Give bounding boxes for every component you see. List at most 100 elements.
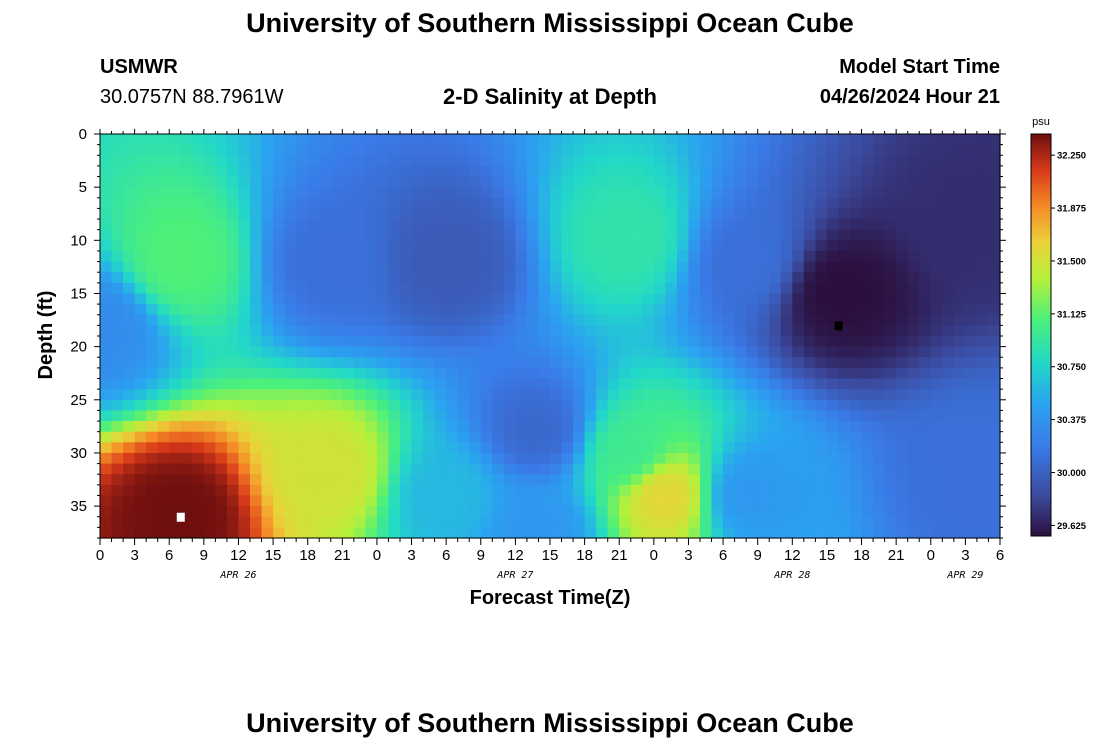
heatmap-cell xyxy=(700,346,713,358)
heatmap-cell xyxy=(111,240,124,252)
heatmap-cell xyxy=(169,134,182,146)
heatmap-cell xyxy=(873,431,886,443)
heatmap-cell xyxy=(226,155,240,167)
heatmap-cell xyxy=(146,367,159,380)
heatmap-cell xyxy=(180,208,193,220)
heatmap-cell xyxy=(157,293,170,305)
heatmap-cell xyxy=(757,410,770,422)
heatmap-cell xyxy=(896,506,909,518)
heatmap-cell xyxy=(457,421,470,433)
heatmap-cell xyxy=(400,336,413,348)
heatmap-cell xyxy=(665,282,678,295)
heatmap-cell xyxy=(838,165,851,178)
heatmap-cell xyxy=(388,250,401,263)
heatmap-cell xyxy=(319,506,332,518)
heatmap-cell xyxy=(896,144,909,156)
heatmap-cell xyxy=(157,336,170,348)
heatmap-cell xyxy=(192,410,205,422)
heatmap-cell xyxy=(400,144,413,156)
heatmap-cell xyxy=(896,219,909,231)
heatmap-cell xyxy=(676,304,690,316)
heatmap-cell xyxy=(169,197,182,210)
heatmap-cell xyxy=(434,421,447,433)
heatmap-cell xyxy=(723,282,736,295)
heatmap-cell xyxy=(676,442,690,454)
heatmap-cell xyxy=(665,474,678,486)
heatmap-cell xyxy=(492,325,505,337)
heatmap-cell xyxy=(192,272,205,284)
heatmap-cell xyxy=(573,219,586,231)
heatmap-cell xyxy=(134,527,147,539)
heatmap-cell xyxy=(273,282,286,295)
heatmap-cell xyxy=(953,272,966,284)
heatmap-cell xyxy=(434,272,447,284)
heatmap-cell xyxy=(446,325,459,337)
heatmap-cell xyxy=(803,134,816,146)
heatmap-cell xyxy=(469,250,482,263)
heatmap-cell xyxy=(861,325,874,337)
heatmap-cell xyxy=(273,474,286,486)
heatmap-cell xyxy=(746,229,759,241)
heatmap-cell xyxy=(815,208,828,220)
heatmap-cell xyxy=(157,229,170,241)
heatmap-cell xyxy=(215,506,228,518)
heatmap-cell xyxy=(780,176,793,188)
heatmap-cell xyxy=(376,240,390,252)
heatmap-cell xyxy=(180,452,193,465)
heatmap-cell xyxy=(376,452,390,465)
heatmap-cell xyxy=(503,197,516,210)
heatmap-cell xyxy=(365,325,378,337)
heatmap-cell xyxy=(596,336,609,348)
heatmap-cell xyxy=(930,336,943,348)
heatmap-cell xyxy=(919,250,932,263)
heatmap-cell xyxy=(330,378,343,390)
heatmap-cell xyxy=(850,474,863,486)
heatmap-cell xyxy=(953,219,966,231)
heatmap-cell xyxy=(988,187,1001,199)
heatmap-cell xyxy=(434,389,447,401)
heatmap-cell xyxy=(503,357,516,369)
heatmap-cell xyxy=(630,293,643,305)
heatmap-cell xyxy=(146,516,159,528)
heatmap-cell xyxy=(192,219,205,231)
heatmap-cell xyxy=(884,293,897,305)
heatmap-cell xyxy=(157,495,170,507)
heatmap-cell xyxy=(284,134,297,146)
heatmap-cell xyxy=(676,495,690,507)
heatmap-cell xyxy=(907,389,920,401)
heatmap-cell xyxy=(538,229,551,241)
heatmap-cell xyxy=(769,219,782,231)
heatmap-cell xyxy=(123,346,136,358)
heatmap-cell xyxy=(446,378,459,390)
heatmap-cell xyxy=(596,272,609,284)
heatmap-cell xyxy=(250,410,263,422)
heatmap-cell xyxy=(803,261,816,273)
heatmap-cell xyxy=(930,155,943,167)
heatmap-cell xyxy=(319,261,332,273)
heatmap-cell xyxy=(803,144,816,156)
heatmap-cell xyxy=(573,357,586,369)
heatmap-cell xyxy=(515,346,528,358)
heatmap-cell xyxy=(169,293,182,305)
heatmap-cell xyxy=(226,463,240,475)
heatmap-cell xyxy=(976,187,990,199)
heatmap-cell xyxy=(411,336,424,348)
heatmap-cell xyxy=(907,452,920,465)
heatmap-cell xyxy=(330,187,343,199)
heatmap-cell xyxy=(203,399,216,412)
heatmap-cell xyxy=(965,229,978,241)
heatmap-cell xyxy=(965,527,978,539)
heatmap-cell xyxy=(330,134,343,146)
heatmap-cell xyxy=(146,389,159,401)
heatmap-cell xyxy=(619,442,632,454)
heatmap-cell xyxy=(792,261,805,273)
heatmap-cell xyxy=(469,346,482,358)
heatmap-cell xyxy=(446,442,459,454)
heatmap-cell xyxy=(746,240,759,252)
heatmap-cell xyxy=(930,208,943,220)
heatmap-cell xyxy=(584,219,597,231)
heatmap-cell xyxy=(457,208,470,220)
heatmap-cell xyxy=(423,144,436,156)
heatmap-cell xyxy=(376,346,390,358)
heatmap-cell xyxy=(653,229,666,241)
